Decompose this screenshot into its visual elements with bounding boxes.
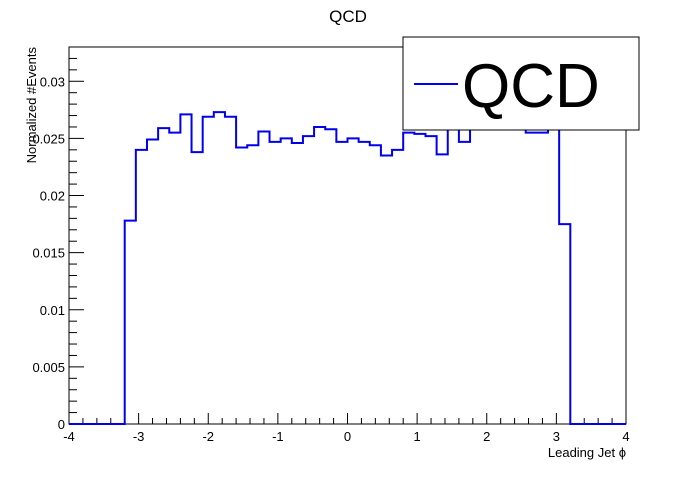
y-tick-label: 0.03 bbox=[40, 74, 65, 89]
x-tick-label: 2 bbox=[483, 429, 490, 444]
y-tick-label: 0.025 bbox=[32, 131, 65, 146]
x-tick-label: -2 bbox=[202, 429, 214, 444]
legend-label-qcd: QCD bbox=[462, 52, 600, 121]
x-tick-label: 4 bbox=[622, 429, 629, 444]
x-tick-label: 0 bbox=[344, 429, 351, 444]
x-tick-label: 3 bbox=[553, 429, 560, 444]
legend: QCD bbox=[402, 36, 640, 131]
x-axis-label: Leading Jet ϕ bbox=[548, 445, 626, 460]
x-axis: -4 -3 -2 -1 0 1 2 3 4 bbox=[63, 413, 630, 444]
y-tick-label: 0.01 bbox=[40, 303, 65, 318]
y-tick-label: 0.015 bbox=[32, 246, 65, 261]
y-tick-label: 0.02 bbox=[40, 189, 65, 204]
y-axis-label: Normalized #Events bbox=[24, 47, 39, 164]
x-tick-label: -4 bbox=[63, 429, 75, 444]
chart-title: QCD bbox=[329, 7, 367, 26]
x-tick-label: 1 bbox=[414, 429, 421, 444]
x-tick-label: -1 bbox=[272, 429, 284, 444]
y-axis: 0 0.005 0.01 0.015 0.02 0.025 0.03 bbox=[32, 46, 84, 432]
y-tick-label: 0 bbox=[58, 417, 65, 432]
x-tick-label: -3 bbox=[133, 429, 145, 444]
y-tick-label: 0.005 bbox=[32, 360, 65, 375]
